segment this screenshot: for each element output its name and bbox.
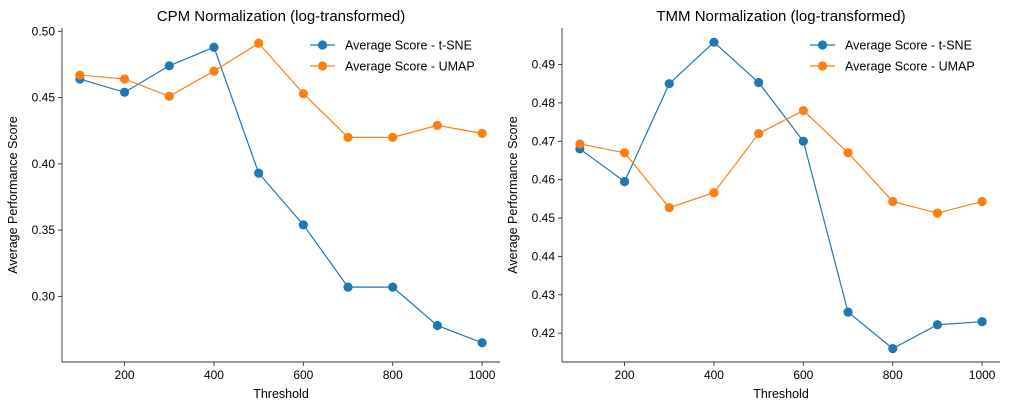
y-tick-label: 0.47	[532, 134, 556, 148]
legend-marker	[817, 61, 828, 71]
data-point	[343, 132, 353, 142]
data-point	[977, 317, 987, 327]
legend-marker	[817, 40, 828, 50]
data-point	[709, 188, 719, 198]
data-point	[298, 89, 308, 99]
data-point	[709, 37, 719, 47]
data-point	[119, 74, 130, 84]
data-point	[164, 61, 174, 71]
y-axis-label: Average Performance Score	[6, 116, 20, 274]
legend-label: Average Score - t-SNE	[345, 39, 472, 53]
legend-marker	[317, 40, 328, 50]
x-tick-label: 1000	[969, 368, 996, 382]
legend: Average Score - t-SNE Average Score - UMA…	[310, 39, 475, 74]
chart-panel-1: CPM Normalization (log-transformed) 200 40…	[6, 8, 500, 401]
x-tick-label: 400	[704, 368, 724, 382]
legend-label: Average Score - UMAP	[845, 60, 975, 74]
legend-marker	[317, 61, 328, 71]
data-point	[619, 148, 630, 158]
legend-item: Average Score - UMAP	[810, 60, 975, 74]
data-point	[664, 203, 674, 213]
data-point	[254, 168, 264, 178]
data-point	[664, 79, 674, 89]
y-axis-label: Average Performance Score	[506, 116, 520, 274]
y-tick-label: 0.49	[532, 57, 556, 71]
x-tick-label: 200	[615, 368, 635, 382]
data-point	[754, 128, 764, 139]
series-line	[579, 41, 983, 350]
data-point	[298, 220, 308, 230]
data-point	[209, 42, 219, 52]
series-line	[79, 42, 483, 138]
x-axis-label: Threshold	[253, 387, 309, 401]
chart-title: CPM Normalization (log-transformed)	[157, 8, 405, 25]
y-tick-label: 0.50	[32, 24, 56, 38]
y-tick-label: 0.43	[532, 288, 556, 302]
data-point	[388, 282, 398, 292]
series-line	[579, 109, 983, 214]
data-point	[75, 70, 85, 80]
legend-label: Average Score - t-SNE	[845, 39, 972, 53]
data-point	[888, 196, 898, 207]
y-tick-label: 0.45	[32, 91, 56, 105]
data-point	[254, 38, 264, 48]
data-point	[798, 136, 808, 146]
series-line	[79, 46, 483, 344]
data-point	[754, 77, 764, 88]
legend-item: Average Score - UMAP	[310, 60, 475, 74]
series-tsne	[575, 37, 987, 354]
chart-panel-2: TMM Normalization (log-transformed) 200 40…	[506, 8, 1000, 401]
data-point	[843, 307, 853, 317]
data-point	[477, 128, 487, 138]
y-tick-label: 0.46	[532, 173, 556, 187]
y-tick-label: 0.42	[532, 326, 556, 340]
data-point	[575, 139, 585, 149]
data-point	[977, 196, 987, 207]
x-axis-label: Threshold	[753, 387, 809, 401]
legend: Average Score - t-SNE Average Score - UMA…	[810, 39, 975, 74]
data-point	[619, 176, 630, 187]
chart-title: TMM Normalization (log-transformed)	[656, 8, 905, 25]
y-tick-label: 0.40	[32, 157, 56, 171]
series-umap	[575, 105, 987, 218]
series-tsne	[75, 42, 487, 348]
data-point	[477, 338, 487, 348]
data-point	[798, 105, 808, 116]
x-tick-label: 800	[883, 368, 903, 382]
data-point	[432, 320, 443, 331]
y-tick-label: 0.45	[532, 211, 556, 225]
data-point	[932, 320, 943, 330]
x-tick-label: 400	[204, 368, 224, 382]
x-tick-label: 600	[793, 368, 813, 382]
data-point	[432, 120, 443, 131]
x-tick-label: 200	[115, 368, 135, 382]
x-tick-label: 600	[293, 368, 313, 382]
y-tick-label: 0.30	[32, 289, 56, 303]
data-point	[388, 132, 398, 142]
data-point	[164, 91, 174, 101]
legend-item: Average Score - t-SNE	[810, 39, 972, 53]
y-tick-label: 0.44	[532, 249, 556, 263]
data-point	[209, 66, 219, 76]
y-tick-label: 0.48	[532, 96, 556, 110]
series-umap	[75, 38, 487, 142]
x-tick-label: 1000	[469, 368, 496, 382]
data-point	[843, 148, 853, 158]
data-point	[119, 87, 130, 97]
data-point	[888, 343, 898, 354]
data-point	[932, 208, 943, 218]
x-tick-label: 800	[383, 368, 403, 382]
data-point	[343, 282, 353, 292]
legend-item: Average Score - t-SNE	[310, 39, 472, 53]
y-tick-label: 0.35	[32, 223, 56, 237]
legend-label: Average Score - UMAP	[345, 60, 475, 74]
